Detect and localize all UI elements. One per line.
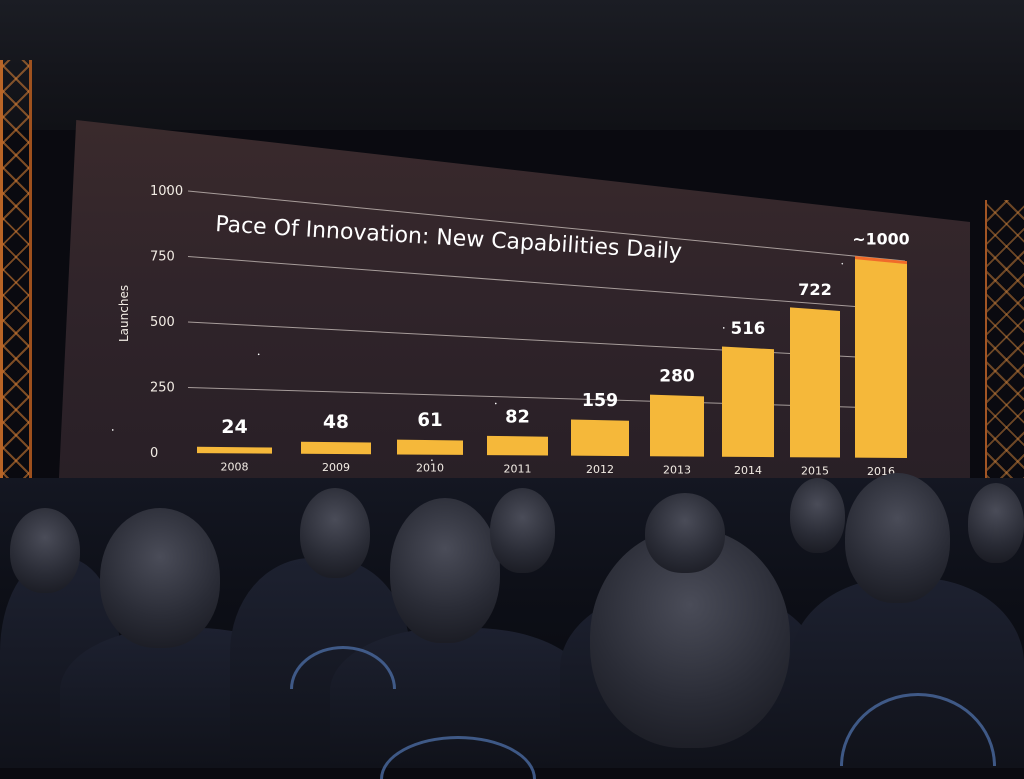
x-tick-label: 2011: [504, 462, 532, 475]
bar-value-label: 24: [221, 416, 247, 438]
bar-2016: [855, 256, 907, 459]
bar-2013: [650, 394, 704, 457]
stage-truss-left: [0, 60, 32, 500]
bar-2010: [397, 439, 463, 455]
bar-2015: [790, 307, 840, 458]
audience-head: [790, 478, 845, 553]
audience: [0, 473, 1024, 779]
bar-value-label: 61: [417, 410, 442, 431]
x-tick-label: 2013: [663, 463, 691, 476]
bar-value-label: 48: [323, 412, 349, 433]
chart-title: Pace Of Innovation: New Capabilities Dai…: [215, 212, 683, 265]
audience-head: [645, 493, 725, 573]
grid-line: [187, 387, 906, 410]
audience-head: [390, 498, 500, 643]
audience-head: [100, 508, 220, 648]
y-tick-label: 750: [150, 250, 175, 265]
bar-cap-2016: [855, 256, 907, 265]
bar-value-label: 722: [798, 280, 832, 299]
grid-line: [187, 256, 906, 311]
stage-truss-right: [985, 200, 1024, 500]
x-tick-label: 2009: [322, 461, 350, 474]
y-tick-label: 500: [150, 315, 175, 330]
bar-2009: [301, 441, 371, 455]
bar-value-label: ~1000: [852, 230, 909, 249]
x-tick-label: 2008: [221, 460, 249, 473]
bar-value-label: 516: [731, 319, 766, 338]
y-tick-label: 1000: [150, 184, 183, 199]
x-tick-label: 2012: [586, 463, 614, 476]
bar-2008: [197, 446, 272, 454]
chart-grid: [187, 190, 906, 410]
chart-y-ticks: 1000 750 500 250 0: [150, 184, 183, 461]
chart-labels: 24 2008 48 2009 61 2010 82 2011 159 2012 280 2013 51…: [221, 230, 910, 478]
ceiling: [0, 0, 1024, 130]
y-tick-label: 0: [150, 446, 158, 461]
x-tick-label: 2015: [801, 464, 829, 477]
audience-head: [968, 483, 1024, 563]
x-tick-label: 2010: [416, 462, 444, 475]
grid-line: [187, 190, 906, 262]
audience-head: [845, 473, 950, 603]
grid-line: [187, 321, 906, 360]
chart-bars: [197, 256, 907, 459]
audience-head: [300, 488, 370, 578]
bar-2011: [487, 435, 548, 456]
bar-value-label: 82: [505, 406, 530, 427]
bar-2014: [722, 346, 774, 458]
audience-head: [10, 508, 80, 593]
y-tick-label: 250: [150, 381, 175, 396]
x-tick-label: 2014: [734, 464, 762, 477]
bar-value-label: 280: [659, 366, 695, 386]
bar-2012: [571, 419, 629, 457]
bar-value-label: 159: [582, 391, 618, 411]
chart-y-axis-label: Launches: [117, 285, 131, 342]
audience-head: [490, 488, 555, 573]
